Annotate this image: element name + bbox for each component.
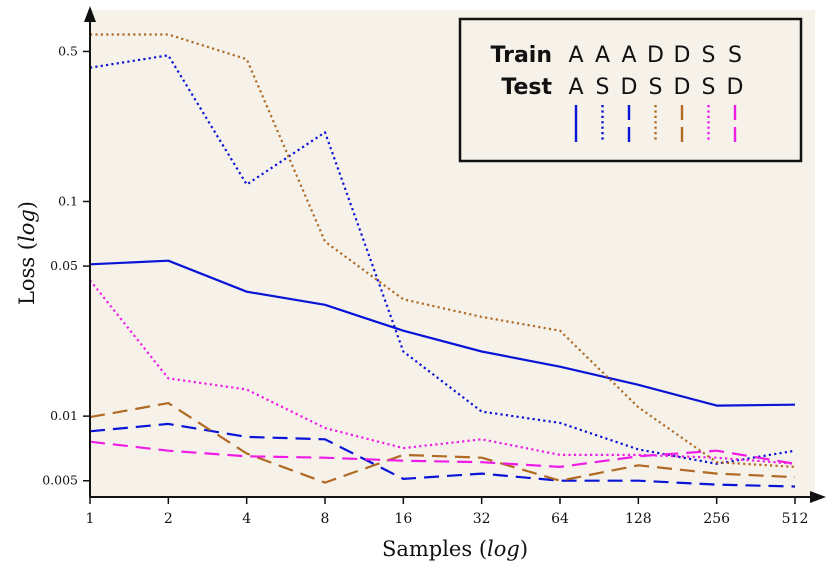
legend-train-letter: A — [595, 43, 610, 68]
x-tick-label: 128 — [625, 511, 652, 527]
series-line-s-d-dashed — [89, 440, 796, 468]
y-tick-label: 0.005 — [42, 473, 78, 488]
legend-train-letter: D — [674, 43, 691, 68]
legend-train-letter: D — [647, 43, 664, 68]
x-tick-label: 64 — [551, 511, 569, 527]
legend-train-letter: S — [702, 43, 716, 68]
legend-train-letter: A — [621, 43, 636, 68]
y-tick-label: 0.05 — [50, 258, 78, 273]
x-tick-label: 16 — [394, 511, 412, 527]
y-tick-label: 0.01 — [50, 408, 78, 423]
series-line-a-s-dotted — [89, 54, 796, 465]
legend-test-letter: D — [621, 75, 638, 100]
axes — [84, 6, 826, 503]
x-tick-label: 512 — [782, 511, 809, 527]
legend-test-letter: S — [649, 75, 663, 100]
series-line-d-d-dashed — [89, 402, 796, 484]
legend-test-label: Test — [501, 75, 552, 100]
legend-train-letter: A — [568, 43, 583, 68]
series-line-a-d-dashed — [89, 422, 796, 488]
x-tick-label: 256 — [703, 511, 730, 527]
x-axis-title: Samples (log) — [382, 537, 528, 561]
y-ticks: 0.005 0.01 0.05 0.1 0.5 — [42, 43, 90, 488]
legend-test-letter: D — [727, 75, 744, 100]
series-line-s-s-dotted — [89, 279, 796, 465]
x-tick-label: 1 — [86, 511, 95, 527]
series-line-d-s-dotted — [90, 33, 796, 468]
legend-test-letter: S — [596, 75, 610, 100]
x-axis-arrow — [810, 491, 826, 503]
legend-test-letter: S — [702, 75, 716, 100]
y-axis-arrow — [84, 6, 96, 22]
legend-test-letter: D — [674, 75, 691, 100]
legend-box — [458, 17, 803, 163]
y-axis-title: Loss (log) — [15, 201, 39, 305]
y-tick-label: 0.5 — [58, 43, 78, 58]
series-line-a-a-solid — [89, 259, 796, 407]
x-tick-label: 32 — [473, 511, 491, 527]
x-tick-label: 8 — [321, 511, 330, 527]
legend-train-label: Train — [491, 43, 553, 68]
series-layer — [89, 33, 796, 488]
legend-test-letter: A — [568, 75, 583, 100]
x-ticks: 1 2 4 8 16 32 64 128 256 512 — [86, 497, 809, 527]
x-tick-label: 4 — [242, 511, 251, 527]
legend-train-letter: S — [728, 43, 742, 68]
y-tick-label: 0.1 — [58, 193, 78, 208]
x-tick-label: 2 — [164, 511, 173, 527]
